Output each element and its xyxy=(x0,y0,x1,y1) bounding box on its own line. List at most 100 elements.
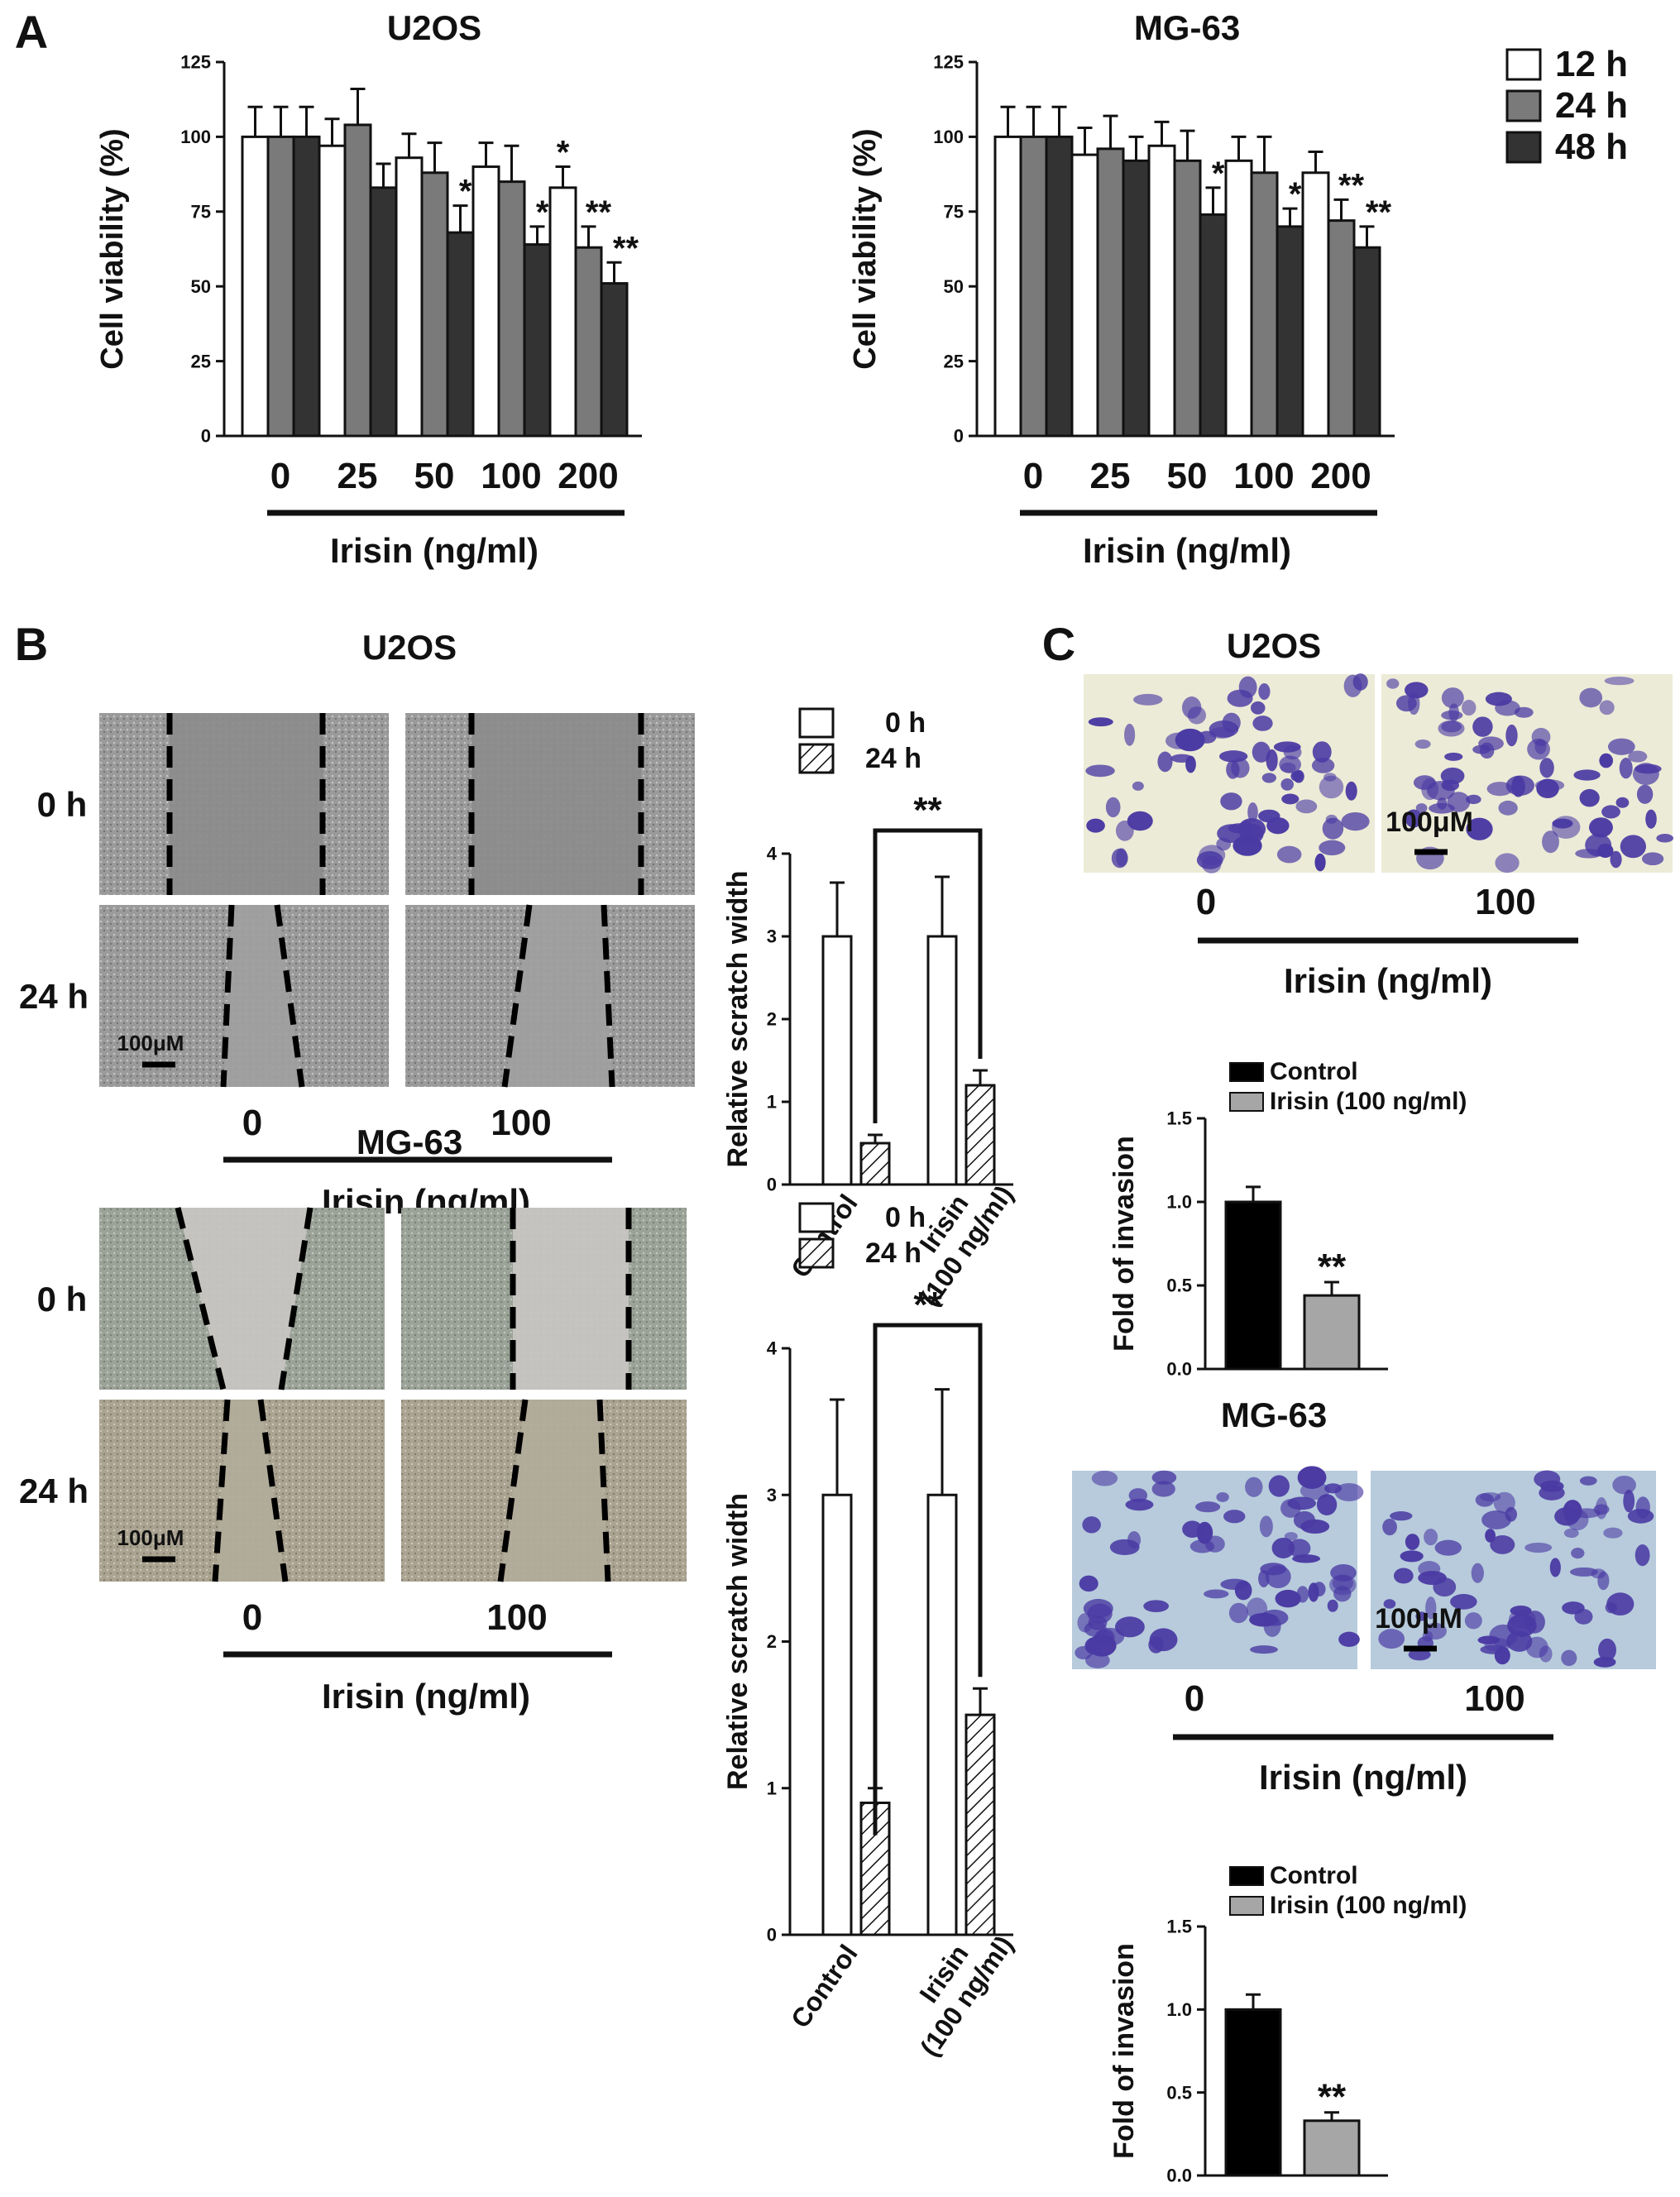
bar xyxy=(266,135,295,438)
stained-cell xyxy=(1539,758,1554,778)
stained-cell xyxy=(1494,1646,1510,1665)
bar xyxy=(1303,2119,1361,2177)
stained-cell xyxy=(1266,817,1290,835)
y-tick-label: 25 xyxy=(944,351,964,371)
stained-cell xyxy=(1414,739,1431,749)
significance-bracket xyxy=(873,828,983,1123)
stained-cell xyxy=(1534,1470,1561,1488)
x-axis-label: Irisin (ng/ml) xyxy=(330,531,538,570)
stained-cell xyxy=(1601,805,1620,819)
y-tick-label: 1.0 xyxy=(1166,1999,1192,2020)
legend-swatch xyxy=(798,707,835,739)
stained-cell xyxy=(1405,809,1423,828)
bar xyxy=(369,186,398,438)
stained-cell xyxy=(1316,1494,1338,1515)
stained-cell xyxy=(1151,1481,1175,1497)
section-title: U2OS xyxy=(362,628,457,667)
chart-5: 0.0 0.5 1.0 1.5 Fold of invasion ** xyxy=(1108,1917,1388,2186)
chart-title: MG-63 xyxy=(1134,8,1240,47)
stained-cell xyxy=(1314,853,1326,872)
stained-cell xyxy=(1124,723,1136,746)
bar xyxy=(497,180,526,438)
stained-cell xyxy=(1575,849,1602,859)
micrograph-irisin-0h xyxy=(405,713,695,895)
bar xyxy=(926,1493,958,1936)
legend-label: Irisin (100 ng/ml) xyxy=(1270,1892,1467,1919)
stained-cell xyxy=(1444,752,1463,761)
stained-cell xyxy=(1311,758,1335,773)
stained-cell xyxy=(1386,678,1400,689)
scale-bar-label: 100μM xyxy=(1375,1603,1462,1635)
panel-label-a: A xyxy=(15,6,48,58)
stained-cell xyxy=(1182,1520,1203,1539)
stained-cell xyxy=(1086,818,1105,833)
stained-cell xyxy=(1552,818,1573,829)
scratch-gap xyxy=(505,905,612,1087)
y-tick-label: 1.5 xyxy=(1166,1917,1192,1937)
stained-cell xyxy=(1635,1544,1650,1567)
stained-cell xyxy=(1615,797,1630,808)
bar xyxy=(600,282,629,438)
stained-cell xyxy=(1292,1554,1321,1563)
stained-cell xyxy=(1109,1539,1140,1555)
stained-cell xyxy=(1635,763,1662,774)
stained-cell xyxy=(1284,1532,1298,1541)
y-tick-label: 125 xyxy=(933,52,964,73)
bar xyxy=(1070,153,1099,438)
significance-mark: ** xyxy=(1338,167,1365,203)
y-axis-label: Relative scratch width xyxy=(722,1493,754,1790)
stained-cell xyxy=(1641,852,1664,866)
panel-label-b: B xyxy=(15,618,48,670)
row-label-0h: 0 h xyxy=(37,785,88,824)
stained-cell xyxy=(1539,1485,1565,1501)
stained-cell xyxy=(1415,1611,1428,1621)
dose-label-100: 100 xyxy=(1475,882,1535,922)
stained-cell xyxy=(1280,778,1294,791)
scratch-edge-line xyxy=(501,904,533,1088)
stained-cell xyxy=(1105,797,1121,818)
significance-mark: ** xyxy=(613,230,639,266)
micrograph-irisin-24h xyxy=(401,1399,687,1582)
micrograph-irisin-24h xyxy=(405,904,695,1088)
panel-label-c: C xyxy=(1042,618,1075,670)
stained-cell xyxy=(1481,1510,1511,1529)
stained-cell xyxy=(1312,741,1332,763)
legend-label: 24 h xyxy=(865,743,921,774)
bar xyxy=(1122,159,1151,438)
scratch-edge-line xyxy=(212,1399,231,1582)
stained-cell xyxy=(1226,760,1240,779)
y-tick-label: 3 xyxy=(767,1485,777,1505)
stained-cell xyxy=(1268,1475,1290,1497)
stained-cell xyxy=(1132,781,1144,791)
x-tick-label: 100 xyxy=(1233,456,1294,496)
stained-cell xyxy=(1189,1539,1215,1553)
stained-cell xyxy=(1087,1603,1113,1624)
stained-cell xyxy=(1201,855,1222,874)
stained-cell xyxy=(1220,1578,1249,1590)
stained-cell xyxy=(1393,1568,1414,1584)
stained-cell xyxy=(1462,699,1477,716)
stained-cell xyxy=(1223,1510,1246,1524)
stained-cell xyxy=(1250,701,1266,715)
y-tick-label: 1 xyxy=(767,1092,777,1113)
stained-cell xyxy=(1405,1534,1420,1550)
stained-cell xyxy=(1338,1631,1360,1648)
stained-cell xyxy=(1157,751,1173,773)
bar xyxy=(1250,171,1279,438)
stained-cell xyxy=(1579,1476,1597,1486)
y-tick-label: 100 xyxy=(180,127,211,147)
row-label-24h: 24 h xyxy=(19,977,89,1016)
y-tick-label: 0 xyxy=(954,426,964,447)
stained-cell xyxy=(1293,1510,1316,1529)
stained-cell xyxy=(1408,1649,1431,1661)
stained-cell xyxy=(1151,1470,1177,1485)
stained-cell xyxy=(1312,1582,1326,1597)
chart-title: U2OS xyxy=(387,8,481,47)
scratch-edge-line xyxy=(278,1207,314,1390)
legend-swatch xyxy=(798,1237,835,1269)
stained-cell xyxy=(1572,1508,1601,1519)
bar xyxy=(420,171,449,438)
dose-label-0: 0 xyxy=(242,1597,262,1638)
stained-cell xyxy=(1260,1563,1287,1576)
